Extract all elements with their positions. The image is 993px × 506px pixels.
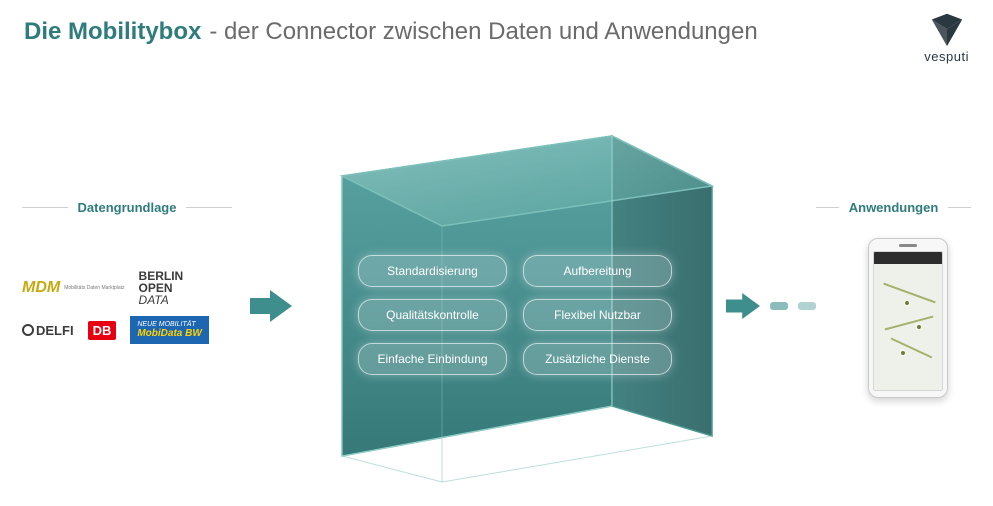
title-rest: - der Connector zwischen Daten und Anwen…	[209, 18, 757, 46]
divider	[186, 207, 232, 208]
left-label-text: Datengrundlage	[78, 200, 177, 215]
feature-pill: Zusätzliche Dienste	[523, 343, 672, 375]
cube-features: Standardisierung Aufbereitung Qualitätsk…	[358, 255, 672, 375]
brand-name: vesputi	[924, 49, 969, 64]
logo-mdm: MDM Mobilitäts Daten Marktplatz	[22, 279, 125, 297]
phone-status-bar	[874, 252, 942, 264]
dash-icon	[770, 302, 788, 310]
logo-berlin-open-data: BERLIN OPEN DATA	[139, 270, 184, 306]
map-route-icon	[885, 316, 934, 331]
phone-speaker-icon	[869, 239, 947, 251]
right-label-text: Anwendungen	[849, 200, 939, 215]
logo-db: DB	[88, 321, 117, 340]
divider	[22, 207, 68, 208]
left-section: Datengrundlage	[22, 200, 232, 215]
vesputi-icon	[928, 10, 966, 48]
right-section-label: Anwendungen	[816, 200, 971, 215]
arrow-out-of-cube-icon	[726, 292, 816, 320]
data-source-logos: MDM Mobilitäts Daten Marktplatz BERLIN O…	[22, 270, 232, 344]
right-section: Anwendungen	[816, 200, 971, 215]
feature-pill: Einfache Einbindung	[358, 343, 507, 375]
logo-delfi: DELFI	[22, 323, 74, 338]
brand-logo: vesputi	[924, 10, 969, 64]
phone-mockup	[868, 238, 948, 398]
logo-mobidata-bw: NEUE MOBILITÄT MobiData BW	[130, 316, 208, 344]
map-marker-icon	[904, 300, 910, 306]
phone-screen	[873, 251, 943, 391]
dash-icon	[798, 302, 816, 310]
map-route-icon	[883, 283, 935, 304]
feature-pill: Qualitätskontrolle	[358, 299, 507, 331]
feature-pill: Flexibel Nutzbar	[523, 299, 672, 331]
divider	[816, 207, 839, 208]
feature-pill: Standardisierung	[358, 255, 507, 287]
divider	[948, 207, 971, 208]
map-route-icon	[891, 338, 933, 359]
title-bold: Die Mobilitybox	[24, 18, 201, 46]
feature-pill: Aufbereitung	[523, 255, 672, 287]
page-title: Die Mobilitybox - der Connector zwischen…	[24, 18, 758, 46]
map-marker-icon	[916, 324, 922, 330]
left-section-label: Datengrundlage	[22, 200, 232, 215]
arrow-into-cube-icon	[250, 290, 292, 327]
map-marker-icon	[900, 350, 906, 356]
